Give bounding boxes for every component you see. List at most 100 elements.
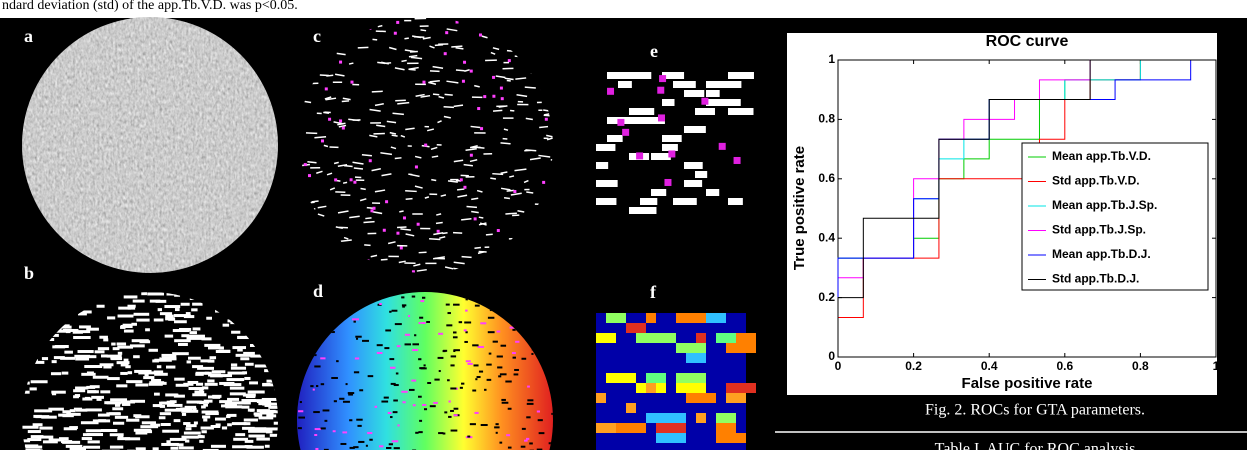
texture bbox=[82, 437, 92, 440]
texture bbox=[424, 144, 427, 147]
texture bbox=[227, 423, 232, 426]
texture bbox=[646, 383, 656, 393]
texture bbox=[166, 440, 170, 443]
texture bbox=[181, 334, 189, 337]
texture bbox=[726, 343, 756, 353]
texture bbox=[373, 207, 376, 210]
texture bbox=[87, 390, 96, 393]
texture bbox=[424, 364, 426, 366]
texture bbox=[154, 393, 160, 396]
texture bbox=[186, 424, 197, 427]
texture bbox=[259, 416, 274, 419]
legend-label: Std app.Tb.D.J. bbox=[1052, 272, 1139, 286]
texture bbox=[205, 383, 218, 386]
texture bbox=[75, 387, 88, 390]
texture bbox=[402, 306, 405, 308]
texture bbox=[617, 119, 624, 126]
texture bbox=[117, 437, 130, 440]
texture bbox=[75, 394, 80, 397]
texture bbox=[411, 380, 416, 382]
texture bbox=[443, 350, 447, 352]
texture bbox=[502, 402, 509, 404]
texture bbox=[134, 313, 150, 316]
texture bbox=[500, 87, 503, 90]
texture bbox=[219, 350, 231, 353]
texture bbox=[310, 385, 313, 387]
texture bbox=[39, 427, 52, 430]
texture bbox=[161, 423, 171, 426]
texture bbox=[87, 433, 103, 436]
texture bbox=[216, 423, 221, 426]
texture bbox=[314, 434, 317, 436]
x-tick-label: 0 bbox=[835, 359, 842, 373]
texture bbox=[304, 163, 307, 166]
texture bbox=[48, 408, 64, 411]
texture bbox=[118, 315, 134, 318]
texture bbox=[90, 385, 100, 388]
texture bbox=[244, 418, 258, 421]
texture bbox=[596, 144, 615, 151]
texture bbox=[527, 403, 534, 405]
texture bbox=[412, 296, 415, 298]
texture bbox=[508, 59, 511, 62]
texture bbox=[424, 408, 427, 410]
texture bbox=[248, 434, 264, 437]
texture bbox=[651, 153, 671, 160]
texture bbox=[419, 420, 422, 422]
texture bbox=[513, 357, 516, 359]
texture bbox=[349, 419, 352, 421]
texture bbox=[231, 331, 240, 334]
texture bbox=[333, 430, 336, 432]
texture bbox=[651, 189, 666, 196]
texture bbox=[437, 230, 440, 233]
texture bbox=[527, 399, 533, 401]
texture bbox=[384, 347, 389, 349]
texture bbox=[127, 305, 135, 308]
texture bbox=[427, 382, 431, 384]
texture bbox=[525, 87, 536, 88]
texture bbox=[389, 443, 393, 445]
texture bbox=[101, 354, 108, 357]
texture bbox=[191, 308, 197, 311]
texture bbox=[486, 234, 493, 235]
texture bbox=[367, 208, 373, 209]
texture bbox=[526, 192, 533, 193]
texture bbox=[245, 440, 254, 443]
texture bbox=[506, 434, 510, 436]
texture bbox=[262, 398, 277, 401]
texture bbox=[363, 222, 374, 223]
texture bbox=[135, 383, 148, 386]
texture bbox=[676, 373, 706, 383]
texture bbox=[170, 447, 178, 450]
texture bbox=[372, 39, 377, 40]
texture bbox=[734, 157, 741, 164]
texture bbox=[497, 356, 503, 358]
texture bbox=[479, 217, 484, 218]
texture bbox=[357, 425, 361, 427]
texture bbox=[656, 433, 686, 443]
texture bbox=[324, 420, 327, 422]
texture bbox=[684, 90, 704, 97]
texture bbox=[104, 401, 121, 404]
texture bbox=[160, 405, 165, 408]
texture bbox=[422, 404, 426, 406]
texture bbox=[192, 303, 202, 306]
texture bbox=[389, 358, 394, 360]
panel-label: b bbox=[24, 263, 34, 283]
texture bbox=[475, 378, 477, 380]
texture bbox=[432, 156, 438, 157]
texture bbox=[497, 229, 500, 232]
texture bbox=[453, 304, 460, 306]
texture bbox=[118, 352, 122, 355]
texture bbox=[450, 364, 454, 366]
texture bbox=[33, 423, 43, 426]
texture bbox=[354, 168, 363, 169]
texture bbox=[431, 180, 436, 181]
texture bbox=[454, 408, 459, 410]
texture bbox=[313, 411, 320, 413]
texture bbox=[461, 383, 464, 385]
texture bbox=[393, 399, 398, 401]
texture bbox=[453, 233, 462, 234]
texture bbox=[325, 87, 328, 90]
texture bbox=[656, 423, 686, 433]
